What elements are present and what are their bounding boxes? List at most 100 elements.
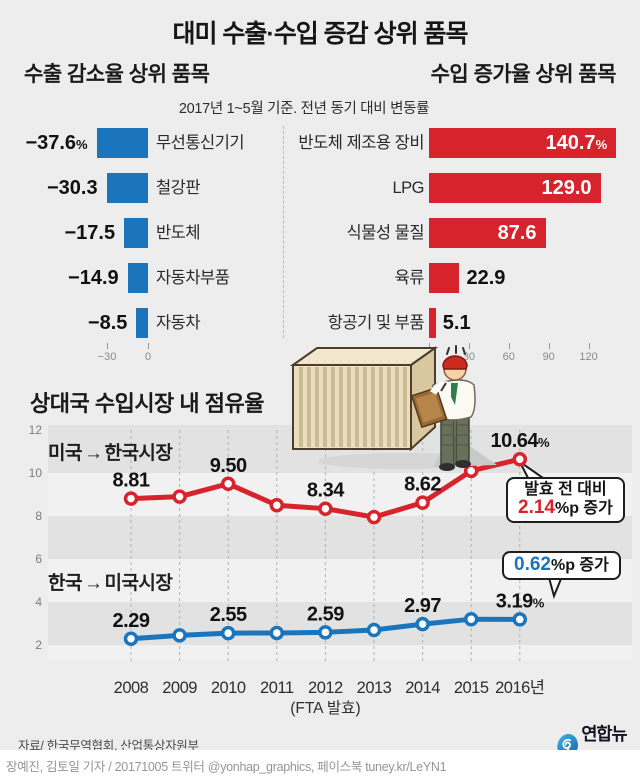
point-value-label: 2.97: [404, 595, 441, 617]
import-growth-bar-chart: 140.7% 반도체 제조용 장비 129.0 LPG 87.6 식물성 물질 22.9 육류…: [283, 128, 640, 368]
y-tick-label: 8: [35, 509, 42, 523]
point-value-label: 3.19%: [496, 590, 545, 612]
data-point: [415, 616, 430, 632]
axis-tick: [548, 343, 550, 349]
x-tick-label: 2009: [162, 679, 197, 697]
bar-value-label: −30.3: [46, 177, 98, 199]
axis-tick: [148, 343, 149, 349]
data-point: [220, 625, 236, 641]
x-tick-label: 2013: [357, 679, 392, 697]
x-tick-label: 2008: [114, 679, 149, 697]
x-tick-label: 2010: [211, 679, 246, 697]
y-tick-label: 10: [29, 466, 43, 480]
legend-us-to-korea: 미국 → 한국시장: [48, 438, 173, 465]
worker-tie: [451, 383, 458, 405]
bar-value-label: 87.6: [497, 222, 537, 244]
bar-item-label: 식물성 물질: [346, 224, 425, 242]
arrow-icon: →: [83, 443, 103, 464]
container-worker-illustration: [289, 345, 497, 471]
point-value-label: 10.64%: [490, 430, 550, 452]
point-value-label: 8.62: [404, 474, 441, 496]
export-chart-title: 수출 감소율 상위 품목: [24, 63, 210, 86]
data-point: [366, 622, 382, 638]
data-point: [366, 509, 382, 525]
pen: [440, 382, 447, 392]
bar-item-label: 항공기 및 부품: [327, 314, 425, 332]
hard-hat: [442, 355, 468, 370]
axis-tick-label: −30: [97, 351, 117, 363]
bar-import-growth: [429, 263, 460, 293]
x-tick-label: 2011: [260, 679, 294, 697]
worker-figure: [410, 345, 476, 471]
callout-line2: 2.14%p 증가: [518, 497, 613, 518]
axis-tick: [468, 343, 470, 349]
axis-tick: [588, 343, 590, 349]
legend-market: 한국시장: [104, 443, 173, 464]
bar-export-decline: [106, 173, 148, 203]
bar-value-label: 5.1: [442, 312, 471, 334]
axis-tick: [508, 343, 510, 349]
data-point: [123, 631, 139, 647]
legend-market: 미국시장: [104, 573, 173, 594]
x-tick-label: 2016년: [495, 678, 544, 697]
bar-item-label: 철강판: [156, 179, 201, 197]
data-point: [463, 611, 479, 627]
bar-item-label: 육류: [394, 269, 425, 287]
point-value-label: 8.81: [113, 470, 150, 492]
bar-item-label: 반도체: [156, 224, 201, 242]
bar-value-label: 22.9: [466, 267, 506, 289]
point-value-label: 9.50: [210, 455, 247, 477]
bar-item-label: LPG: [392, 179, 424, 197]
axis-tick: [429, 343, 430, 349]
share-chart-title: 상대국 수입시장 내 점유율: [30, 391, 264, 416]
surprise-marks: [446, 345, 466, 355]
worker-leg: [440, 414, 455, 466]
bar-item-label: 반도체 제조용 장비: [298, 134, 424, 152]
y-tick-label: 12: [29, 425, 43, 437]
credit-line: 장예진, 김토일 기자 / 20171005 트위터 @yonhap_graph…: [6, 760, 447, 774]
axis-tick: [106, 343, 108, 349]
band-light: [48, 645, 632, 660]
bar-value-label: 129.0: [541, 177, 592, 199]
data-point: [415, 495, 430, 510]
callout-korea-increase: 0.62%p 증가: [502, 551, 621, 580]
data-point: [318, 501, 333, 516]
clipboard: [410, 386, 448, 429]
legend-origin: 미국: [48, 443, 82, 464]
chart-divider: [283, 126, 284, 338]
callout-line1: 발효 전 대비: [524, 481, 607, 498]
bar-item-label: 자동차: [156, 314, 201, 332]
arrow-icon: →: [83, 573, 103, 594]
bar-item-label: 무선통신기기: [156, 134, 245, 152]
point-value-label: 2.29: [113, 610, 150, 632]
fta-note: (FTA 발효): [290, 699, 360, 717]
bar-value-label: −37.6%: [25, 132, 88, 154]
bar-export-decline: [96, 128, 148, 158]
bar-value-label: 140.7%: [545, 132, 608, 154]
bar-value-label: −14.9: [68, 267, 119, 289]
data-point: [123, 491, 139, 506]
callout-us-increase: 발효 전 대비 2.14%p 증가: [506, 477, 625, 523]
bar-export-decline: [124, 218, 148, 248]
axis-tick-label: 120: [579, 351, 598, 363]
y-tick-label: 2: [35, 638, 42, 652]
data-source: 자료/ 한국무역협회, 산업통상자원부: [18, 739, 199, 753]
bar-item-label: 자동차부품: [156, 269, 230, 287]
data-point: [269, 625, 285, 641]
x-tick-label: 2014: [405, 679, 440, 697]
chart-subtitle: 2017년 1~5월 기준. 전년 동기 대비 변동률: [178, 101, 430, 117]
data-point: [172, 489, 187, 504]
y-tick-label: 6: [35, 552, 42, 566]
credit-strip: 장예진, 김토일 기자 / 20171005 트위터 @yonhap_graph…: [0, 750, 640, 777]
data-point: [172, 628, 187, 643]
axis-tick-label: 0: [144, 351, 152, 363]
x-tick-label: 2012: [308, 679, 343, 697]
worker-leg: [455, 414, 470, 463]
page-title: 대미 수출·수입 증감 상위 품목: [172, 20, 468, 48]
point-value-label: 8.34: [307, 480, 345, 502]
bar-export-decline: [127, 263, 148, 293]
x-tick-label: 2015: [454, 679, 489, 697]
y-tick-label: 4: [35, 595, 42, 609]
legend-korea-to-us: 한국 → 미국시장: [48, 568, 173, 595]
import-chart-title: 수입 증가율 상위 품목: [430, 63, 617, 86]
